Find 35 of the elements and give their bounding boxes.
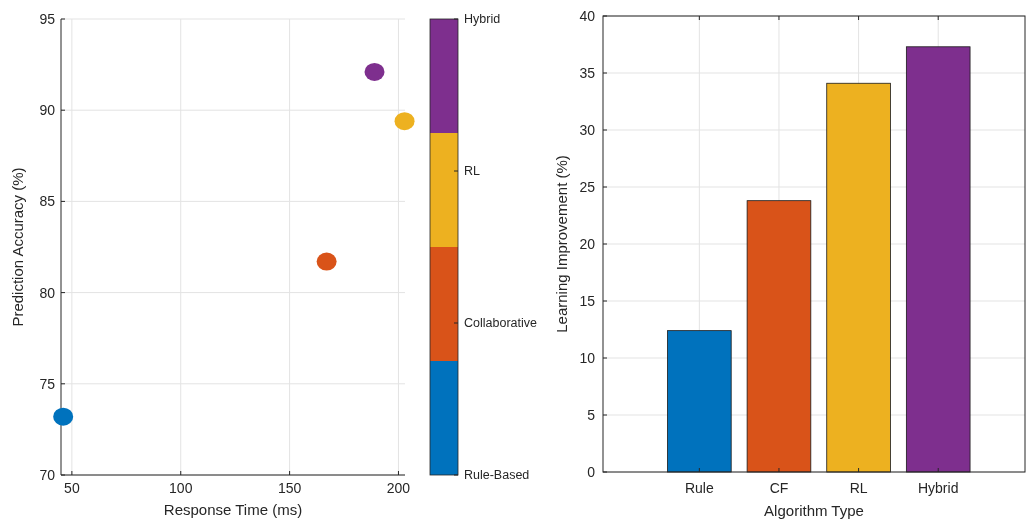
point — [316, 252, 337, 271]
y-tick-label: 10 — [579, 349, 596, 366]
text: RL — [464, 164, 481, 179]
point — [394, 112, 415, 131]
x-tick-label: Hybrid — [917, 480, 959, 496]
x-axis-title: Algorithm Type — [764, 502, 864, 519]
y-axis-title: Prediction Accuracy (%) — [9, 167, 26, 327]
y-tick-label: 40 — [579, 7, 596, 24]
y-tick-label: 20 — [579, 235, 596, 252]
point — [53, 407, 74, 426]
y-tick-label: 80 — [39, 284, 56, 301]
text: Rule-Based — [464, 468, 530, 483]
x-tick-label: Rule — [684, 480, 714, 496]
text: Collaborative — [464, 316, 537, 331]
x-tick-label: 50 — [64, 480, 80, 496]
y-tick-label: 5 — [587, 406, 596, 423]
y-tick-label: 75 — [39, 375, 56, 392]
x-tick-label: 200 — [386, 480, 411, 496]
y-axis-title: Learning Improvement (%) — [553, 155, 570, 333]
y-tick-label: 35 — [579, 64, 596, 81]
y-tick-label: 70 — [39, 466, 56, 483]
y-tick-label: 15 — [579, 292, 596, 309]
x-tick-label: CF — [769, 480, 789, 496]
x-axis-title: Response Time (ms) — [163, 501, 303, 518]
text: Hybrid — [464, 12, 501, 27]
x-tick-label: 100 — [169, 480, 193, 496]
y-tick-label: 90 — [39, 102, 56, 119]
y-tick-label: 95 — [39, 10, 56, 27]
x-tick-label: RL — [849, 480, 868, 496]
y-tick-label: 30 — [579, 121, 596, 138]
y-tick-label: 0 — [587, 463, 596, 480]
x-tick-label: 150 — [277, 480, 302, 496]
point — [364, 62, 385, 81]
y-tick-label: 85 — [39, 193, 56, 210]
y-tick-label: 25 — [579, 178, 596, 195]
